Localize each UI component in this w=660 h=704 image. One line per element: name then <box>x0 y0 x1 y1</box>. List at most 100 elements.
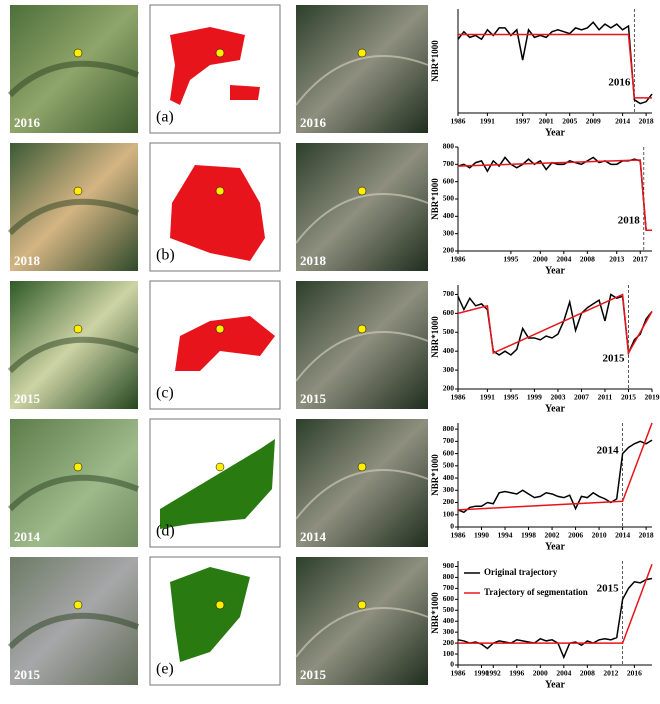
y-tick-label: 600 <box>443 308 455 317</box>
x-tick-label: 1997 <box>515 117 530 126</box>
sample-point <box>74 49 82 57</box>
x-tick-label: 2004 <box>556 669 571 678</box>
legend-label: Trajectory of segmentation <box>484 587 588 597</box>
y-tick-label: 700 <box>443 159 455 168</box>
sample-point <box>216 601 224 609</box>
satellite-image <box>296 5 428 133</box>
y-tick-label: 400 <box>443 473 455 482</box>
y-tick-label: 100 <box>443 509 455 518</box>
y-tick-label: 0 <box>450 522 454 531</box>
y-tick-label: 0 <box>450 660 454 669</box>
y-tick-label: 200 <box>443 246 455 255</box>
x-tick-label: 1996 <box>509 669 524 678</box>
y-tick-label: 300 <box>443 627 455 636</box>
sample-point <box>358 601 366 609</box>
image-panel: 2014 <box>10 419 138 547</box>
image-year: 2015 <box>14 391 41 406</box>
x-tick-label: 2003 <box>550 393 565 402</box>
annotation: 2018 <box>618 215 641 227</box>
x-tick-label: 2018 <box>639 117 654 126</box>
x-tick-label: 2019 <box>645 393 660 402</box>
x-tick-label: 2015 <box>621 393 636 402</box>
image-panel: 2015 <box>10 281 138 409</box>
sample-point <box>74 187 82 195</box>
sample-point <box>358 49 366 57</box>
sample-point <box>358 187 366 195</box>
panel-letter: (a) <box>156 109 174 126</box>
image-year: 2016 <box>14 115 41 130</box>
y-tick-label: 800 <box>443 424 455 433</box>
image-year: 2014 <box>14 529 41 544</box>
x-tick-label: 1986 <box>451 255 466 264</box>
x-axis-label: Year <box>545 265 566 276</box>
y-tick-label: 900 <box>443 561 455 570</box>
y-axis-label: NBR*1000 <box>430 178 440 220</box>
y-tick-label: 400 <box>443 211 455 220</box>
x-axis-label: Year <box>545 403 566 414</box>
annotation: 2015 <box>597 583 620 595</box>
y-tick-label: 300 <box>443 228 455 237</box>
image-year: 2015 <box>300 391 327 406</box>
y-tick-label: 700 <box>443 583 455 592</box>
x-tick-label: 2018 <box>639 531 654 540</box>
panel-letter: (e) <box>156 661 174 678</box>
y-tick-label: 500 <box>443 461 455 470</box>
panel-letter: (c) <box>156 385 174 402</box>
x-tick-label: 2002 <box>545 531 560 540</box>
y-tick-label: 400 <box>443 616 455 625</box>
x-tick-label: 2016 <box>627 669 642 678</box>
y-tick-label: 200 <box>443 497 455 506</box>
x-tick-label: 2007 <box>574 393 589 402</box>
sample-point <box>74 601 82 609</box>
x-tick-label: 2011 <box>598 393 613 402</box>
sample-point <box>216 49 224 57</box>
x-axis-label: Year <box>545 127 566 138</box>
image-panel: 2016 <box>10 5 138 133</box>
x-tick-label: 2014 <box>615 117 630 126</box>
x-tick-label: 1986 <box>451 393 466 402</box>
image-year: 2015 <box>14 667 41 682</box>
x-tick-label: 2006 <box>568 531 583 540</box>
y-tick-label: 500 <box>443 605 455 614</box>
y-tick-label: 700 <box>443 436 455 445</box>
image-panel: 2015 <box>10 557 138 685</box>
y-tick-label: 300 <box>443 365 455 374</box>
image-year: 2015 <box>300 667 327 682</box>
x-tick-label: 2010 <box>592 531 607 540</box>
x-tick-label: 1991 <box>480 393 495 402</box>
panel-letter: (d) <box>156 523 175 540</box>
y-tick-label: 300 <box>443 485 455 494</box>
image-year: 2018 <box>300 253 327 268</box>
image-panel: 2018 <box>10 143 138 271</box>
x-tick-label: 2008 <box>580 669 595 678</box>
x-tick-label: 1986 <box>451 531 466 540</box>
figure: 2016 (a) 2016 1986 1991 1997 2001 2005 2009 2014 2… <box>0 0 660 699</box>
x-tick-label: 2008 <box>580 255 595 264</box>
image-year: 2014 <box>300 529 327 544</box>
x-tick-label: 2017 <box>633 255 648 264</box>
trajectory <box>458 423 652 510</box>
x-tick-label: 2000 <box>533 255 548 264</box>
x-tick-label: 2005 <box>562 117 577 126</box>
x-tick-label: 2001 <box>539 117 554 126</box>
x-tick-label: 2004 <box>556 255 571 264</box>
sample-point <box>216 463 224 471</box>
y-axis-label: NBR*1000 <box>430 592 440 634</box>
x-tick-label: 1995 <box>503 255 518 264</box>
x-tick-label: 1991 <box>480 117 495 126</box>
panel-letter: (b) <box>156 247 175 264</box>
x-tick-label: 2014 <box>615 531 630 540</box>
sample-point <box>358 463 366 471</box>
x-tick-label: 1992 <box>486 669 501 678</box>
y-axis-label: NBR*1000 <box>430 40 440 82</box>
annotation: 2014 <box>597 445 620 457</box>
x-tick-label: 2009 <box>586 117 601 126</box>
y-tick-label: 100 <box>443 649 455 658</box>
annotation: 2016 <box>608 77 631 89</box>
y-tick-label: 600 <box>443 594 455 603</box>
sample-point <box>216 325 224 333</box>
x-tick-label: 1999 <box>527 393 542 402</box>
y-tick-label: 800 <box>443 142 455 151</box>
x-tick-label: 1986 <box>451 117 466 126</box>
x-tick-label: 1994 <box>498 531 513 540</box>
